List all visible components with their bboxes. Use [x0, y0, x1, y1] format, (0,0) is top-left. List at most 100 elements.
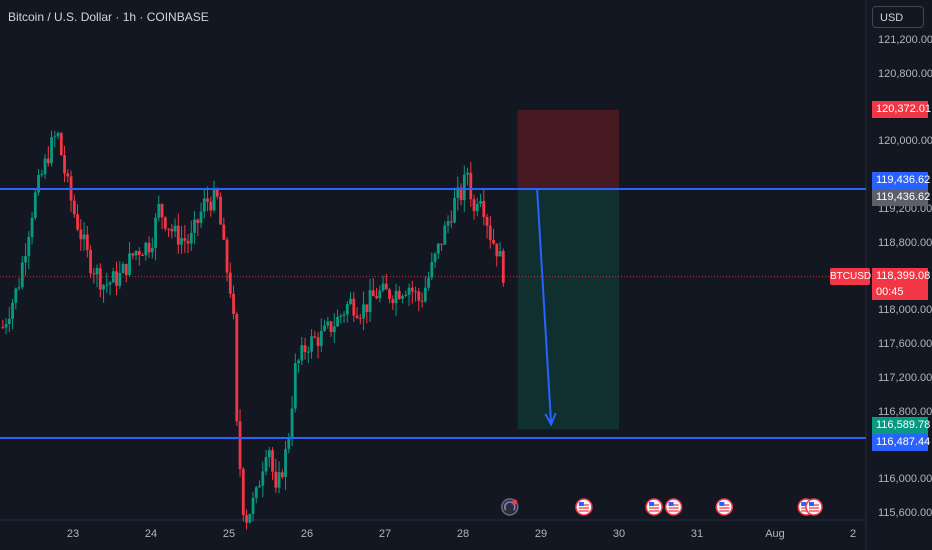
- candle-body: [258, 485, 261, 488]
- event-marker-us-flag[interactable]: [715, 498, 734, 516]
- candle-body: [163, 217, 167, 229]
- candle-body: [456, 187, 460, 198]
- event-marker-us-flag[interactable]: [664, 498, 683, 516]
- candle-body: [329, 321, 333, 333]
- candle-body: [180, 238, 183, 245]
- candle-body: [293, 363, 297, 409]
- candle-body: [53, 136, 57, 138]
- candle-body: [479, 201, 482, 204]
- candle-body: [290, 408, 294, 438]
- candle-body: [202, 198, 206, 212]
- candle-body: [326, 321, 330, 326]
- candle-body: [280, 472, 284, 478]
- price-tick-label: 121,200.00: [878, 34, 932, 46]
- candle-body: [352, 298, 356, 316]
- candle-body: [319, 330, 323, 346]
- candle-body: [37, 175, 40, 193]
- candle-body: [63, 155, 66, 174]
- candle-body: [404, 294, 408, 296]
- candle-body: [430, 261, 434, 278]
- candle-body: [154, 217, 157, 248]
- candle-body: [453, 197, 456, 223]
- candle-body: [371, 290, 375, 297]
- candle-body: [50, 137, 53, 164]
- event-marker-us-flag[interactable]: [645, 498, 663, 516]
- candle-body: [137, 251, 141, 255]
- candle-body: [495, 243, 499, 257]
- time-tick-label: 29: [534, 528, 548, 540]
- candle-body: [183, 238, 187, 241]
- candle-body: [147, 242, 151, 253]
- candle-body: [124, 263, 128, 276]
- candle-body: [462, 174, 466, 201]
- candle-body: [43, 158, 47, 175]
- candle-body: [245, 515, 248, 523]
- candle-body: [209, 201, 213, 211]
- time-tick-label: 30: [612, 528, 626, 540]
- candle-body: [40, 174, 44, 176]
- candle-body: [4, 324, 8, 328]
- candle-body: [459, 187, 463, 201]
- projection-arrow: [536, 188, 553, 425]
- candle-body: [30, 217, 34, 237]
- candle-body: [498, 250, 502, 257]
- time-tick-label: 2: [849, 528, 857, 540]
- candle-body: [222, 224, 226, 240]
- symbol-ticker-badge: BTCUSD: [830, 268, 871, 286]
- candle-body: [381, 283, 385, 291]
- candle-body: [238, 421, 242, 470]
- candle-body: [401, 295, 404, 299]
- candle-body: [102, 285, 105, 290]
- candle-body: [300, 345, 304, 361]
- entry-price-label: 119,436.62: [872, 171, 930, 189]
- candle-body: [414, 291, 417, 293]
- candle-body: [118, 272, 122, 286]
- candle-body: [436, 243, 440, 254]
- candle-body: [349, 298, 352, 305]
- candle-body: [20, 262, 24, 288]
- candle-body: [46, 158, 50, 164]
- event-marker-economic[interactable]: [501, 498, 519, 516]
- candle-body: [492, 239, 495, 244]
- candle-body: [232, 293, 235, 315]
- price-tick-label: 116,800.00: [878, 405, 932, 418]
- candle-body: [410, 287, 414, 292]
- candle-body: [284, 448, 287, 478]
- candle-body: [368, 290, 372, 312]
- price-tick-label: 118,800.00: [878, 236, 932, 249]
- stop-loss-zone: [517, 109, 619, 189]
- candle-body: [56, 133, 60, 137]
- time-tick-label: 25: [222, 528, 236, 540]
- candle-body: [440, 243, 443, 245]
- candle-body: [193, 219, 196, 233]
- time-tick-label: 26: [300, 528, 314, 540]
- candle-body: [173, 225, 177, 232]
- candle-body: [215, 189, 219, 197]
- candle-body: [14, 288, 18, 303]
- candle-body: [108, 282, 112, 285]
- candle-body: [274, 471, 278, 488]
- candle-body: [27, 236, 31, 257]
- candle-body: [469, 172, 473, 200]
- candle-body: [488, 225, 492, 240]
- time-tick-label: 31: [690, 528, 704, 540]
- candle-body: [251, 497, 255, 514]
- candle-body: [225, 239, 229, 273]
- event-marker-us-flag[interactable]: [805, 498, 823, 516]
- event-marker-us-flag[interactable]: [575, 498, 593, 516]
- candle-body: [157, 204, 161, 218]
- candle-body: [342, 314, 346, 316]
- candle-body: [345, 304, 349, 315]
- currency-select[interactable]: USD: [872, 6, 924, 28]
- candle-body: [59, 133, 63, 156]
- candle-body: [95, 268, 99, 275]
- bar-countdown: 00:45: [872, 285, 928, 301]
- target-price-label: 116,589.78: [872, 417, 930, 435]
- take-profit-zone: [517, 188, 619, 430]
- price-tick-label: 115,600.00: [878, 507, 932, 519]
- candle-body: [33, 192, 37, 218]
- candle-body: [241, 469, 245, 516]
